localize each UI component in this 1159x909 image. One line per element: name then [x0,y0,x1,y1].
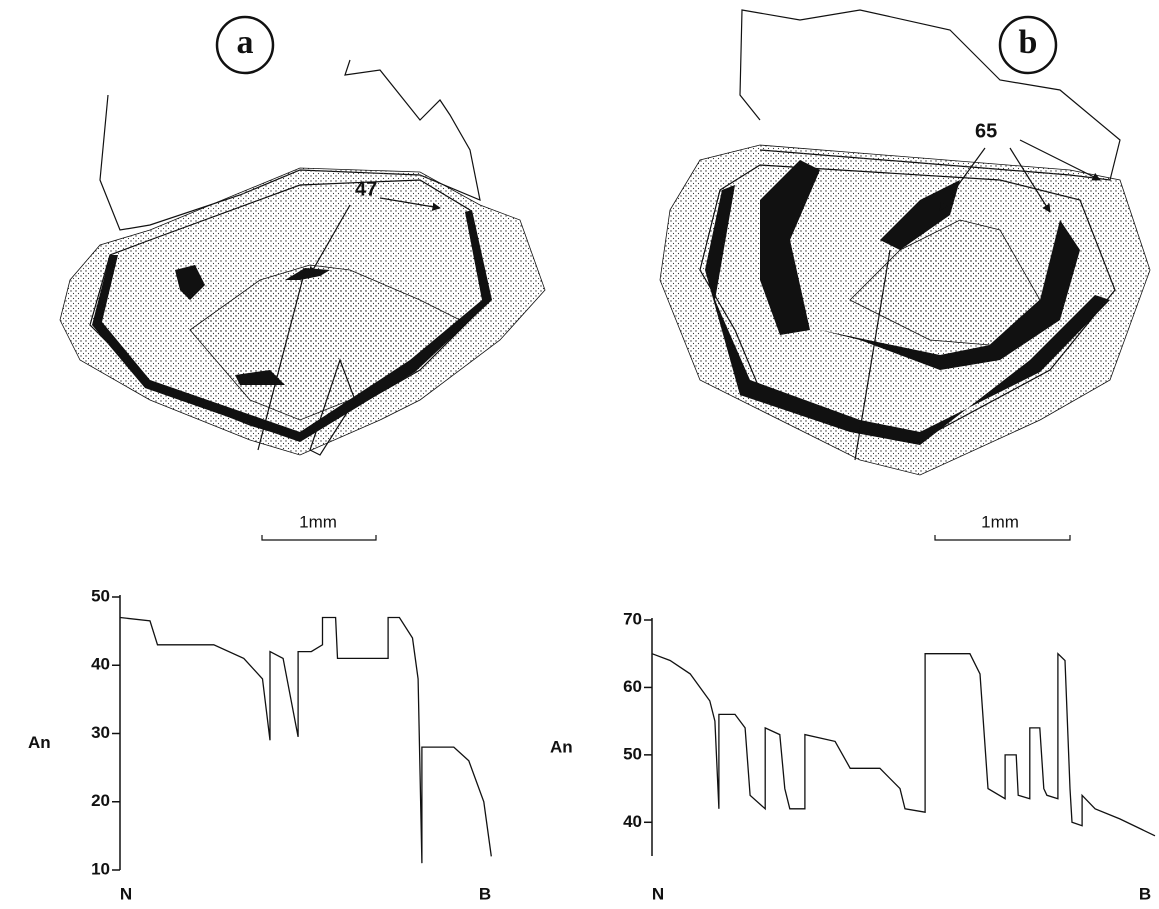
y-axis-label: An [550,737,573,756]
figure: a 47 1mm b 65 1mm 10 20 30 40 50 An N B 40 50 60 70… [0,0,1159,909]
x-end-label: N [120,884,132,903]
y-tick-label: 70 [623,609,642,628]
y-tick-label: 40 [623,812,642,831]
panel-label: a [237,24,254,61]
crystal-drawing-a: a 47 1mm [60,17,545,540]
x-end-label: B [479,884,491,903]
x-end-label: N [652,884,664,903]
annotation: 65 [975,120,997,142]
profile-line [120,618,491,864]
scale-bar-label: 1mm [981,512,1019,531]
x-end-label: B [1139,884,1151,903]
y-tick-label: 10 [91,859,110,878]
y-tick-label: 50 [623,744,642,763]
y-tick-label: 60 [623,677,642,696]
y-tick-label: 40 [91,655,110,674]
panel-label: b [1019,24,1038,61]
annotation: 47 [355,178,377,200]
y-tick-label: 30 [91,723,110,742]
y-tick-label: 20 [91,791,110,810]
profile-line [652,654,1155,836]
scale-bar-label: 1mm [299,512,337,531]
y-axis-label: An [28,733,51,752]
y-tick-label: 50 [91,586,110,605]
crystal-drawing-b: b 65 1mm [660,10,1150,540]
